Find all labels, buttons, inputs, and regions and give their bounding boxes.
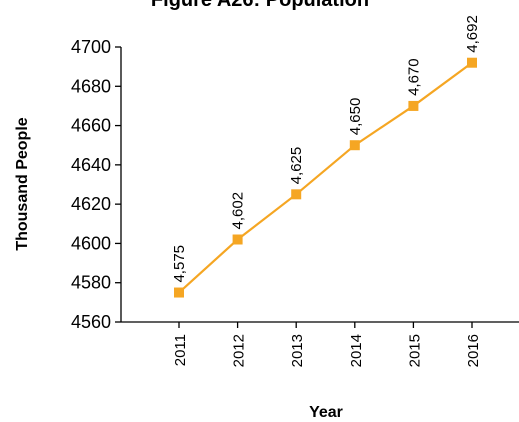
x-tick-label: 2013 xyxy=(289,334,306,367)
data-point-marker xyxy=(467,57,477,68)
y-tick-label: 4680 xyxy=(71,76,111,96)
data-point-marker xyxy=(349,140,360,151)
data-point-marker xyxy=(408,100,419,111)
data-point-marker xyxy=(174,287,184,298)
y-axis-ticks: 4560 4580 4600 4620 4640 4660 4680 4700 xyxy=(71,37,121,332)
y-tick-label: 4660 xyxy=(71,116,111,136)
y-tick-label: 4560 xyxy=(71,312,111,332)
y-tick-label: 4700 xyxy=(71,37,111,57)
data-label: 4,625 xyxy=(288,147,305,185)
data-label: 4,602 xyxy=(230,192,247,230)
x-tick-label: 2011 xyxy=(172,334,189,366)
data-point-marker xyxy=(291,189,302,200)
x-tick-label: 2012 xyxy=(231,334,248,367)
series-population xyxy=(174,57,477,298)
data-label: 4,650 xyxy=(347,98,364,136)
x-tick-label: 2015 xyxy=(406,334,423,367)
x-tick-label: 2016 xyxy=(465,334,482,367)
x-axis-label: Year xyxy=(309,404,343,421)
y-tick-label: 4640 xyxy=(71,155,111,175)
data-labels: 4,575 4,602 4,625 4,650 4,670 4,692 xyxy=(171,15,481,282)
y-tick-label: 4620 xyxy=(71,194,111,214)
chart-title: Figure A26: Population xyxy=(151,0,369,11)
data-label: 4,692 xyxy=(464,15,481,53)
data-label: 4,575 xyxy=(171,245,188,283)
x-axis-ticks: 2011 2012 2013 2014 2015 2016 xyxy=(172,322,482,367)
axes xyxy=(120,47,519,323)
data-label: 4,670 xyxy=(405,58,422,96)
series-line xyxy=(178,61,473,294)
y-tick-label: 4580 xyxy=(71,273,111,293)
data-point-marker xyxy=(232,234,243,245)
y-axis-label: Thousand People xyxy=(14,117,31,250)
x-tick-label: 2014 xyxy=(348,334,365,367)
y-tick-label: 4600 xyxy=(71,233,111,253)
